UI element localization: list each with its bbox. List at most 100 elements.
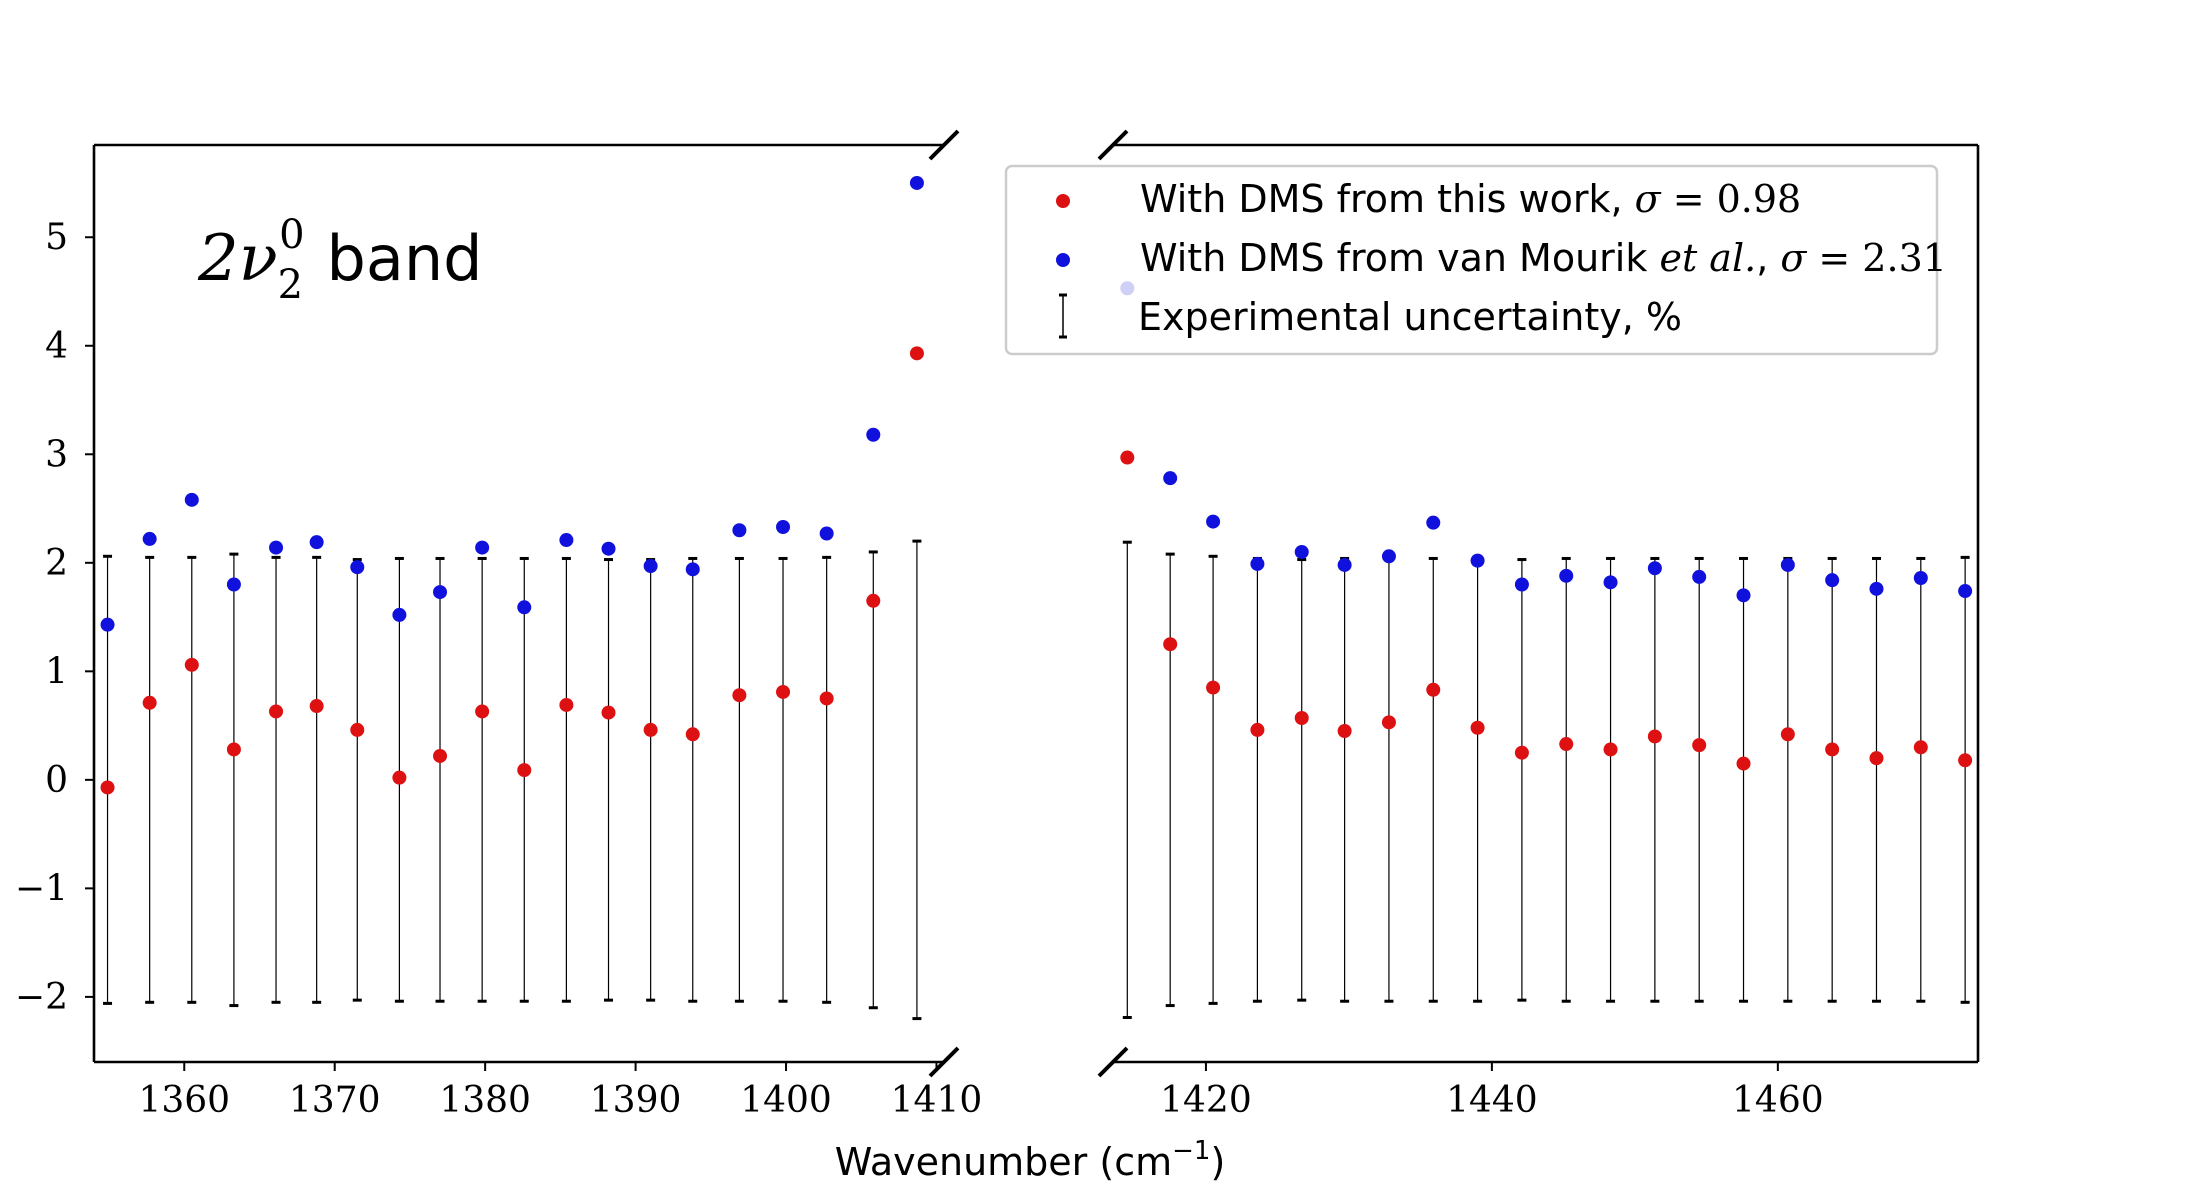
error-bar [1561,556,1571,1003]
error-bar [312,555,322,1004]
error-bar [1650,556,1660,1003]
point-this-work [269,704,284,719]
error-bar [1252,556,1262,1003]
y-tick-label: 1 [45,651,68,692]
x-axis-label: Wavenumber (cm−1) [835,1136,1226,1184]
error-bar [604,558,614,1002]
chart-title-base: 2ν [197,222,278,296]
error-bar [271,555,281,1004]
point-this-work [142,695,157,710]
point-this-work [1514,745,1529,760]
point-van-mourik [559,533,574,548]
error-bar [1428,556,1438,1003]
point-van-mourik [1206,514,1221,529]
point-van-mourik [909,175,924,190]
point-van-mourik [1780,557,1795,572]
point-van-mourik [1381,549,1396,564]
point-this-work [685,727,700,742]
legend-marker-errorbar [1059,293,1067,339]
point-this-work [1736,756,1751,771]
chart-title: 2ν20 band [197,212,483,308]
error-bar [435,556,445,1003]
point-this-work [392,770,407,785]
point-this-work [1250,722,1265,737]
error-bar [1384,556,1394,1003]
point-van-mourik [1426,515,1441,530]
point-van-mourik [1559,568,1574,583]
chart-title-sub: 2 [278,262,303,308]
point-this-work [1381,715,1396,730]
error-bar [1208,554,1218,1005]
point-van-mourik [1294,544,1309,559]
error-bar [868,550,878,1010]
error-bar [912,539,922,1021]
point-this-work [1426,682,1441,697]
point-van-mourik [776,519,791,534]
point-van-mourik [309,535,324,550]
chart-title-sup: 0 [279,212,304,258]
axes-layer [92,129,1980,1078]
point-this-work [1692,738,1707,753]
error-bar [1827,556,1837,1003]
point-van-mourik [100,617,115,632]
point-this-work [1470,720,1485,735]
point-van-mourik [685,562,700,577]
point-van-mourik [1470,553,1485,568]
error-bar [561,556,571,1003]
point-van-mourik [1514,577,1529,592]
legend-label-uncertainty: Experimental uncertainty, % [1138,295,1682,339]
legend-label-this-work: With DMS from this work, σ = 0.98 [1140,177,1801,221]
point-van-mourik [643,559,658,574]
point-this-work [100,780,115,795]
point-this-work [732,688,747,703]
error-bar [1739,556,1749,1003]
point-this-work [350,722,365,737]
error-bar [1165,552,1175,1008]
error-bar [1871,556,1881,1003]
point-this-work [475,704,490,719]
point-this-work [909,346,924,361]
error-bar [1783,556,1793,1003]
point-this-work [309,699,324,714]
legend-marker-this-work [1056,194,1070,208]
point-van-mourik [517,600,532,615]
error-bar [1517,558,1527,1002]
point-van-mourik [1869,581,1884,596]
error-bar [519,556,529,1003]
error-bar [1694,556,1704,1003]
point-this-work [866,593,881,608]
error-bar [734,556,744,1003]
legend-label-van-mourik: With DMS from van Mourik et al., σ = 2.3… [1140,236,1947,280]
point-van-mourik [1250,556,1265,571]
chart-title-rest: band [327,222,483,295]
point-van-mourik [475,540,490,555]
point-this-work [776,684,791,699]
y-tick-label: 2 [45,543,68,584]
point-this-work [1603,742,1618,757]
error-bar [1916,556,1926,1003]
x-tick-label: 1410 [891,1080,983,1121]
point-this-work [1647,729,1662,744]
point-this-work [1913,740,1928,755]
point-van-mourik [269,540,284,555]
point-van-mourik [1913,570,1928,585]
x-tick-label: 1370 [289,1080,381,1121]
point-van-mourik [184,492,199,507]
error-bar [1606,556,1616,1003]
point-van-mourik [1825,573,1840,588]
error-bar [1340,556,1350,1003]
x-tick-label: 1440 [1446,1080,1538,1121]
error-bar [688,556,698,1003]
x-tick-label: 1390 [590,1080,682,1121]
legend: With DMS from this work, σ = 0.98 With D… [1004,164,1947,356]
point-van-mourik [392,607,407,622]
point-this-work [1163,637,1178,652]
point-this-work [1825,742,1840,757]
point-this-work [226,742,241,757]
point-this-work [1120,450,1135,465]
legend-box [1004,164,1939,356]
axis-break-mark [1097,1046,1129,1078]
ticks-layer: −2 −1 0 1 2 3 4 5 1360 1370 1380 1390 1400 1410 1420 14… [15,217,1824,1121]
y-tick-label: −1 [15,868,68,909]
point-this-work [1780,727,1795,742]
